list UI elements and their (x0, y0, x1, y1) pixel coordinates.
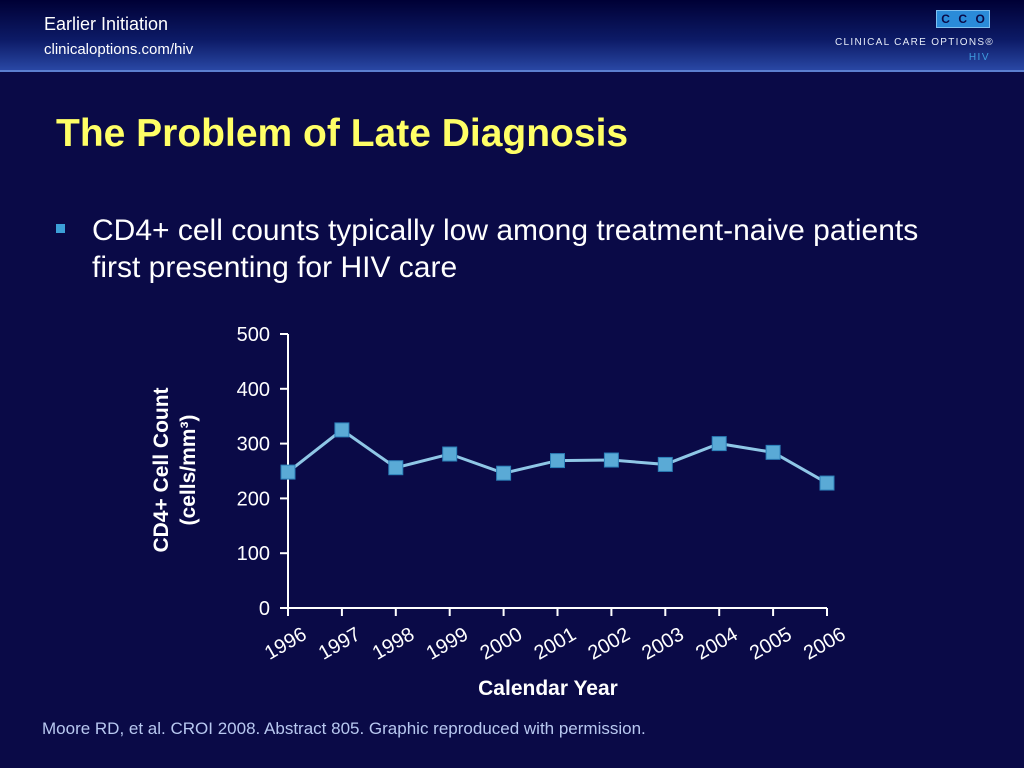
y-tick-label: 500 (237, 324, 270, 346)
y-tick-label: 100 (237, 543, 270, 565)
x-tick-label: 2000 (477, 623, 527, 664)
x-tick-label: 1996 (261, 623, 311, 664)
data-point-marker (280, 464, 296, 480)
chart-series (280, 422, 835, 491)
data-point-marker (334, 422, 350, 438)
x-tick-label: 2006 (800, 623, 850, 664)
x-tick-label: 2002 (584, 623, 634, 664)
logo-mark-letter: C (958, 12, 967, 26)
data-point-marker (442, 446, 458, 462)
x-tick-label: 2004 (692, 623, 742, 664)
bullet-text: CD4+ cell counts typically low among tre… (92, 214, 919, 284)
y-tick-label: 200 (237, 488, 270, 510)
y-axis-label-line2: (cells/mm³) (177, 415, 200, 526)
logo-mark-letter: C (941, 12, 950, 26)
header-rule (0, 70, 1024, 72)
data-point-marker (496, 465, 512, 481)
y-axis-label-line1: CD4+ Cell Count (150, 387, 173, 552)
bullet-square-icon (56, 224, 65, 233)
data-point-marker (603, 452, 619, 468)
data-point-marker (711, 436, 727, 452)
y-tick-label: 400 (237, 379, 270, 401)
data-point-marker (657, 456, 673, 472)
section-url[interactable]: clinicaloptions.com/hiv (44, 41, 194, 58)
x-tick-label: 1998 (369, 623, 419, 664)
bullet-point: CD4+ cell counts typically low among tre… (56, 212, 936, 286)
x-axis-label: Calendar Year (478, 677, 618, 700)
section-title: Earlier Initiation (44, 14, 169, 34)
data-point-marker (388, 460, 404, 476)
logo-sub: HIV (968, 52, 990, 63)
slide-title: The Problem of Late Diagnosis (56, 112, 629, 155)
citation: Moore RD, et al. CROI 2008. Abstract 805… (42, 719, 646, 738)
cco-logo-mark: C C O (936, 10, 990, 28)
chart-axes: 0 100 200 300 400 500 1996 1997 1998 1999 2000 2001… (237, 324, 850, 665)
y-tick-label: 300 (237, 434, 270, 456)
data-point-marker (819, 475, 835, 491)
x-tick-label: 2005 (746, 623, 796, 664)
y-tick-label: 0 (259, 598, 270, 620)
logo-mark-letter: O (975, 12, 985, 26)
cco-logo: C C O CLINICAL CARE OPTIONS® HIV (834, 10, 994, 66)
data-point-marker (550, 453, 565, 469)
x-tick-label: 1997 (315, 623, 365, 664)
header-band (0, 0, 1024, 72)
x-tick-label: 2003 (638, 623, 688, 664)
x-tick-label: 1999 (423, 623, 473, 664)
y-axis-label: CD4+ Cell Count (cells/mm³) (150, 387, 200, 552)
x-tick-label: 2001 (530, 623, 580, 664)
data-point-marker (765, 444, 781, 460)
logo-name: CLINICAL CARE OPTIONS® (835, 37, 994, 48)
